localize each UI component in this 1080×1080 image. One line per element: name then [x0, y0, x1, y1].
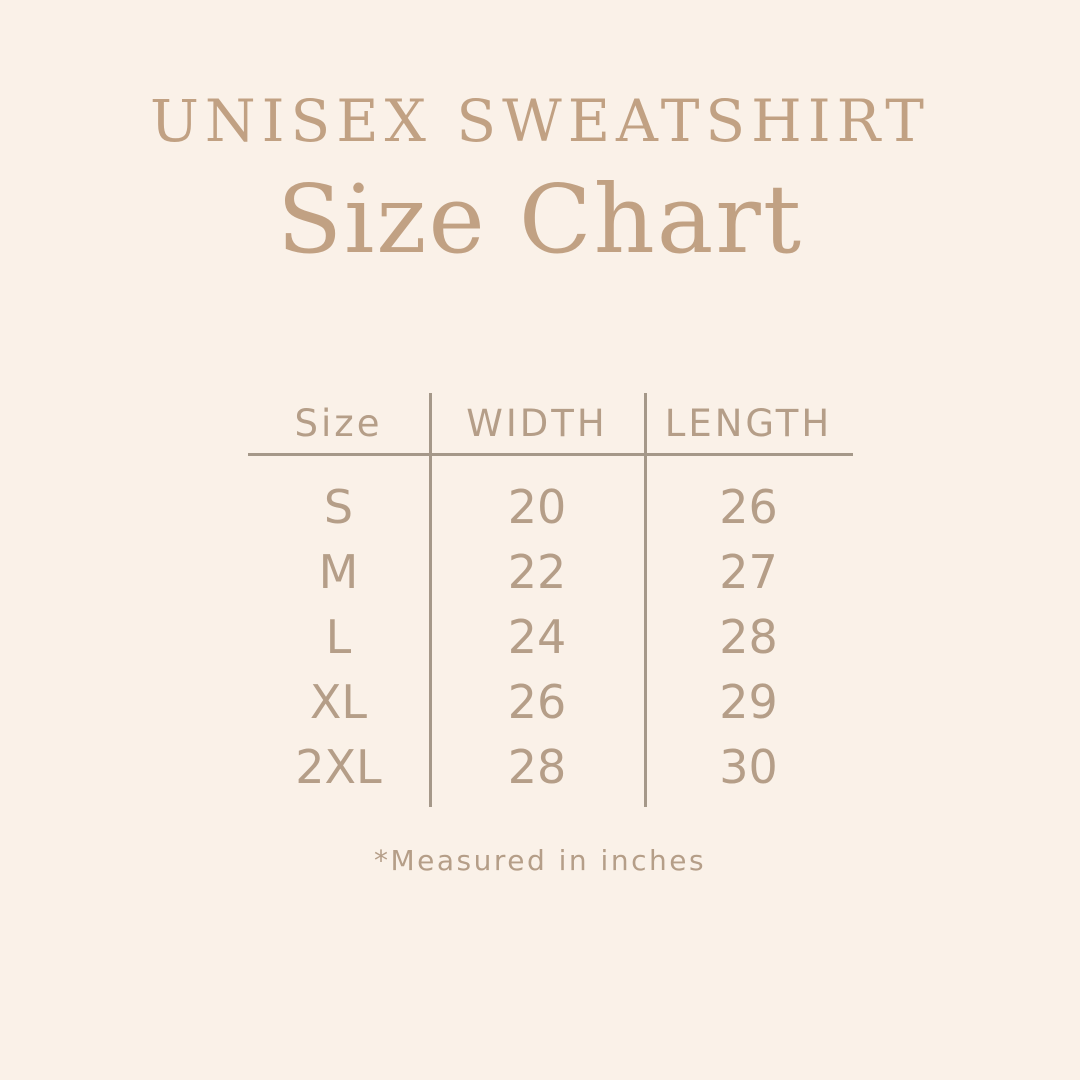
column-divider-1 [428, 393, 432, 808]
cell-width: 28 [507, 739, 567, 794]
header-rule [247, 453, 853, 457]
column-header-width: WIDTH [466, 401, 608, 445]
body-spacer [248, 456, 853, 474]
cell-length: 30 [719, 739, 778, 794]
cell-size: 2XL [295, 739, 382, 794]
cell-width: 26 [507, 674, 567, 729]
measurement-footnote: *Measured in inches [373, 844, 707, 878]
cell-width: 24 [507, 609, 567, 664]
cell-width: 20 [507, 479, 567, 534]
cell-length: 26 [719, 479, 778, 534]
cell-length: 27 [719, 544, 778, 599]
cell-size: XL [309, 674, 368, 729]
column-divider-2 [643, 393, 647, 808]
size-table: Size WIDTH LENGTH S 20 26 M 22 27 L 24 2… [247, 393, 853, 808]
column-header-size: Size [294, 401, 383, 445]
cell-size: S [323, 479, 354, 534]
cell-length: 28 [719, 609, 778, 664]
cell-width: 22 [507, 544, 567, 599]
page-subtitle: Size Chart [276, 164, 804, 275]
size-table-grid: Size WIDTH LENGTH S 20 26 M 22 27 L 24 2… [247, 393, 853, 799]
cell-length: 29 [719, 674, 778, 729]
column-header-length: LENGTH [664, 401, 833, 445]
page-title: UNISEX SWEATSHIRT [150, 87, 930, 155]
cell-size: L [325, 609, 352, 664]
cell-size: M [318, 544, 359, 599]
